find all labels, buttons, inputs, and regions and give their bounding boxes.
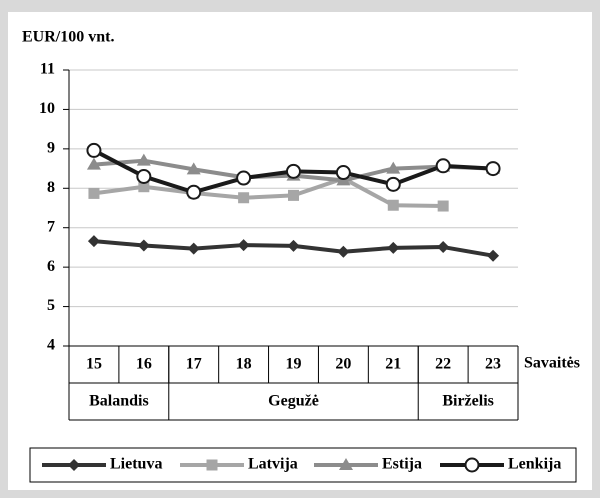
marker (339, 458, 353, 470)
group-label: Balandis (89, 393, 149, 410)
legend-label: Lietuva (110, 456, 162, 473)
marker (206, 459, 218, 471)
y-tick-label: 8 (47, 179, 55, 196)
marker (335, 165, 351, 181)
x-axis-label: Savaitės (524, 355, 580, 372)
x-tick-label: 17 (186, 356, 202, 373)
marker (186, 162, 201, 175)
y-tick-label: 4 (47, 337, 55, 354)
marker (387, 241, 400, 254)
y-tick-label: 6 (47, 258, 55, 275)
x-tick-label: 18 (236, 356, 252, 373)
marker (437, 241, 450, 254)
y-tick-label: 5 (47, 297, 55, 314)
y-axis-label: EUR/100 vnt. (22, 29, 114, 46)
x-tick-label: 22 (435, 356, 451, 373)
marker (136, 168, 152, 184)
group-label: Gegužė (268, 393, 319, 410)
marker (86, 157, 101, 170)
marker (238, 192, 250, 204)
x-tick-label: 23 (485, 356, 501, 373)
x-tick-label: 19 (286, 356, 302, 373)
legend-label: Lenkija (508, 456, 561, 473)
marker (288, 189, 299, 201)
x-tick-label: 16 (136, 356, 152, 373)
marker (86, 142, 102, 158)
legend-box (29, 447, 577, 483)
group-label: Birželis (442, 393, 494, 410)
marker (138, 181, 150, 193)
marker (435, 158, 451, 174)
chart-area (8, 12, 592, 490)
y-tick-label: 10 (39, 100, 55, 117)
marker (385, 176, 401, 192)
marker (485, 161, 501, 177)
marker (136, 153, 151, 166)
x-tick-label: 15 (86, 356, 102, 373)
marker (88, 187, 100, 199)
marker (186, 184, 202, 200)
y-tick-label: 7 (47, 218, 55, 235)
marker (237, 239, 250, 252)
marker (464, 457, 480, 473)
legend-label: Estija (382, 456, 422, 473)
marker (337, 245, 350, 258)
x-tick-label: 21 (385, 356, 401, 373)
marker (187, 242, 200, 255)
marker (387, 199, 399, 211)
x-tick-label: 20 (335, 356, 351, 373)
marker (386, 161, 401, 174)
marker (437, 200, 449, 212)
marker (287, 239, 300, 252)
marker (68, 459, 80, 471)
marker (137, 239, 150, 252)
marker (87, 235, 100, 248)
series-line (93, 176, 444, 209)
marker (286, 163, 301, 179)
legend-label: Latvija (248, 456, 298, 473)
y-tick-label: 11 (40, 61, 55, 78)
marker (487, 249, 500, 262)
marker (236, 170, 252, 186)
y-tick-label: 9 (47, 140, 55, 157)
